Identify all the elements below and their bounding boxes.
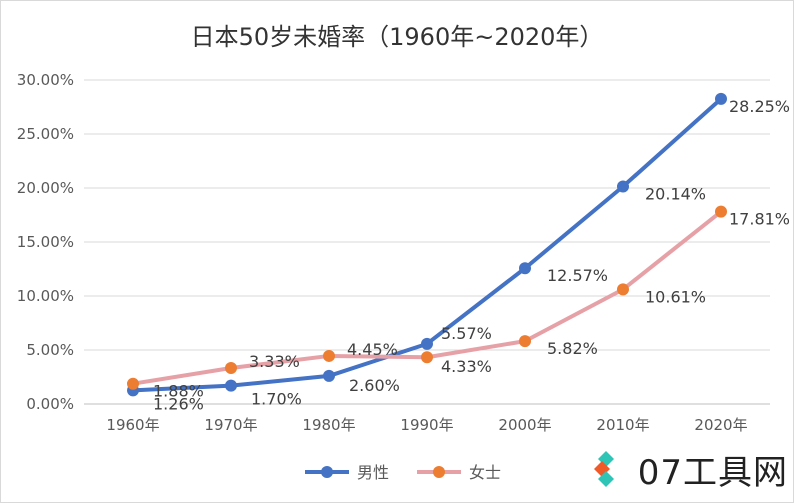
y-axis: 0.00% 5.00% 10.00% 15.00% 20.00% 25.00% 30.00% xyxy=(17,71,74,413)
y-tick-label: 10.00% xyxy=(17,287,74,305)
legend-label: 男性 xyxy=(357,463,389,482)
data-label: 5.57% xyxy=(441,324,492,343)
x-tick-label: 1990年 xyxy=(400,416,453,434)
y-tick-label: 15.00% xyxy=(17,233,74,251)
data-point xyxy=(617,180,629,193)
x-tick-label: 1980年 xyxy=(302,416,355,434)
series-group: 1.26% 1.70% 2.60% 5.57% 12.57% 20.14% 28.25% 1.… xyxy=(127,92,790,413)
data-label: 4.45% xyxy=(347,340,398,359)
data-point xyxy=(519,335,531,348)
data-label: 2.60% xyxy=(349,376,400,395)
data-label: 1.70% xyxy=(251,390,302,409)
x-tick-label: 2010年 xyxy=(596,416,649,434)
data-label: 28.25% xyxy=(729,97,790,116)
data-point xyxy=(715,205,727,218)
y-tick-label: 5.00% xyxy=(26,341,74,359)
data-point xyxy=(519,262,531,275)
data-label: 4.33% xyxy=(441,357,492,376)
data-label: 5.82% xyxy=(547,339,598,358)
x-tick-label: 1960年 xyxy=(106,416,159,434)
data-point xyxy=(421,337,433,350)
data-point xyxy=(715,92,727,105)
data-point xyxy=(323,349,335,362)
legend: 男性 女士 xyxy=(305,463,501,482)
y-tick-label: 20.00% xyxy=(17,179,74,197)
y-tick-label: 0.00% xyxy=(26,395,74,413)
y-tick-label: 30.00% xyxy=(17,71,74,89)
data-point xyxy=(225,379,237,392)
data-label: 3.33% xyxy=(249,352,300,371)
x-axis: 1960年 1970年 1980年 1990年 2000年 2010年 2020年 xyxy=(106,416,747,434)
x-tick-label: 1970年 xyxy=(204,416,257,434)
legend-marker xyxy=(321,466,333,478)
x-tick-label: 2000年 xyxy=(498,416,551,434)
data-label: 1.26% xyxy=(153,394,204,413)
data-label: 12.57% xyxy=(547,266,608,285)
data-point xyxy=(421,351,433,364)
data-label: 1.88% xyxy=(153,382,204,401)
x-tick-label: 2020年 xyxy=(694,416,747,434)
data-point xyxy=(323,369,335,382)
watermark-text: 07工具网 xyxy=(637,452,788,493)
diamond-logo-icon xyxy=(581,444,631,494)
data-label: 17.81% xyxy=(729,210,790,229)
data-label: 20.14% xyxy=(645,184,706,203)
data-point xyxy=(617,283,629,296)
data-point xyxy=(225,362,237,375)
legend-label: 女士 xyxy=(469,463,501,482)
legend-marker xyxy=(433,466,445,478)
data-label: 10.61% xyxy=(645,287,706,306)
gridlines xyxy=(84,79,770,405)
chart-title: 日本50岁未婚率（1960年~2020年） xyxy=(191,23,604,51)
data-point xyxy=(127,377,139,390)
y-tick-label: 25.00% xyxy=(17,125,74,143)
watermark: 07工具网 xyxy=(580,443,788,495)
